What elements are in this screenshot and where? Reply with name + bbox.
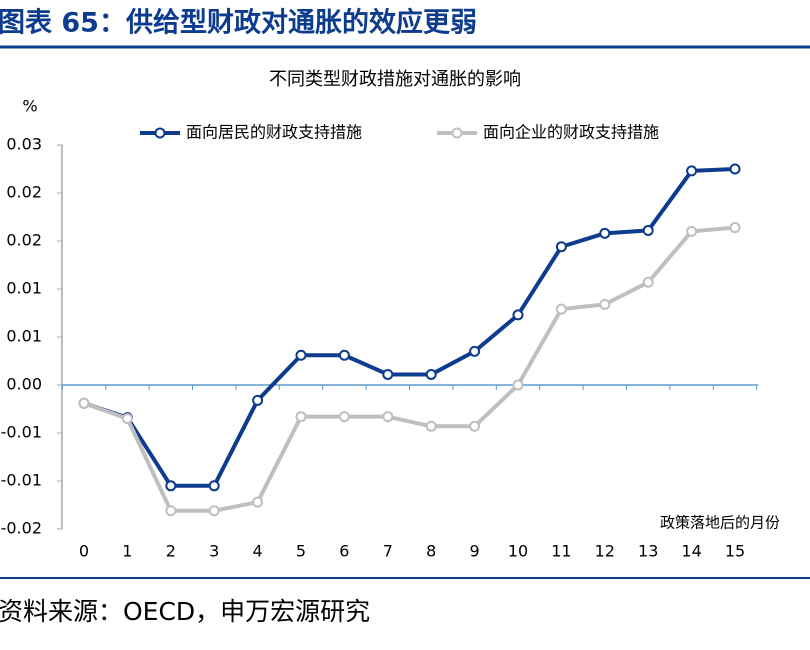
header: 图表 65：供给型财政对通胀的效应更弱: [0, 7, 477, 39]
point: [382, 368, 394, 380]
x-tick-label: 15: [725, 542, 745, 561]
point: [208, 505, 220, 517]
x-tick-label: 9: [470, 542, 480, 561]
point: [338, 411, 350, 423]
point: [295, 411, 307, 423]
point: [686, 165, 698, 177]
point: [208, 480, 220, 492]
point: [555, 241, 567, 253]
point: [121, 413, 133, 425]
y-tick-label: 0.00: [6, 375, 42, 394]
x-tick-label: 3: [209, 542, 219, 561]
x-tick-label: 12: [595, 542, 615, 561]
source: 资料来源：OECD，申万宏源研究: [0, 597, 370, 626]
point: [642, 224, 654, 236]
legend-marker: [154, 127, 166, 139]
x-tick-label: 7: [383, 542, 393, 561]
point: [555, 303, 567, 315]
y-tick-label: -0.01: [1, 471, 42, 490]
point: [165, 480, 177, 492]
x-tick-label: 0: [79, 542, 89, 561]
point: [512, 379, 524, 391]
x-tick-label: 13: [638, 542, 658, 561]
point: [252, 394, 264, 406]
x-tick-label: 1: [122, 542, 132, 561]
point: [425, 368, 437, 380]
x-tick-label: 4: [253, 542, 263, 561]
series-line: [83, 225, 736, 513]
x-tick-label: 14: [681, 542, 701, 561]
point: [599, 298, 611, 310]
series-line: [83, 167, 736, 488]
point: [338, 349, 350, 361]
x-tick-label: 2: [166, 542, 176, 561]
point: [382, 411, 394, 423]
y-tick-label: -0.01: [1, 423, 42, 442]
x-tick-label: 6: [339, 542, 349, 561]
legend-label: 面向居民的财政支持措施: [186, 123, 362, 142]
y-tick-label: -0.02: [1, 519, 42, 538]
x-tick-label: 5: [296, 542, 306, 561]
point: [512, 309, 524, 321]
point: [252, 496, 264, 508]
x-tick-label: 10: [508, 542, 528, 561]
point: [469, 345, 481, 357]
y-tick-label: 0.03: [6, 135, 42, 154]
point: [425, 420, 437, 432]
point: [686, 225, 698, 237]
x-tick-label: 8: [426, 542, 436, 561]
x-axis-label: 政策落地后的月份: [660, 514, 780, 532]
point: [729, 222, 741, 234]
y-tick-label: 0.02: [6, 183, 42, 202]
point: [469, 420, 481, 432]
point: [642, 276, 654, 288]
y-tick-label: 0.02: [6, 231, 42, 250]
point: [599, 227, 611, 239]
point: [729, 163, 741, 175]
chart-title: 不同类型财政措施对通胀的影响: [269, 69, 521, 90]
legend-label: 面向企业的财政支持措施: [483, 123, 659, 142]
legend-marker: [451, 127, 463, 139]
point: [78, 397, 90, 409]
y-tick-label: 0.01: [6, 327, 42, 346]
point: [165, 505, 177, 517]
x-tick-label: 11: [551, 542, 571, 561]
point: [295, 349, 307, 361]
y-tick-label: 0.01: [6, 279, 42, 298]
y-unit: %: [22, 97, 37, 116]
